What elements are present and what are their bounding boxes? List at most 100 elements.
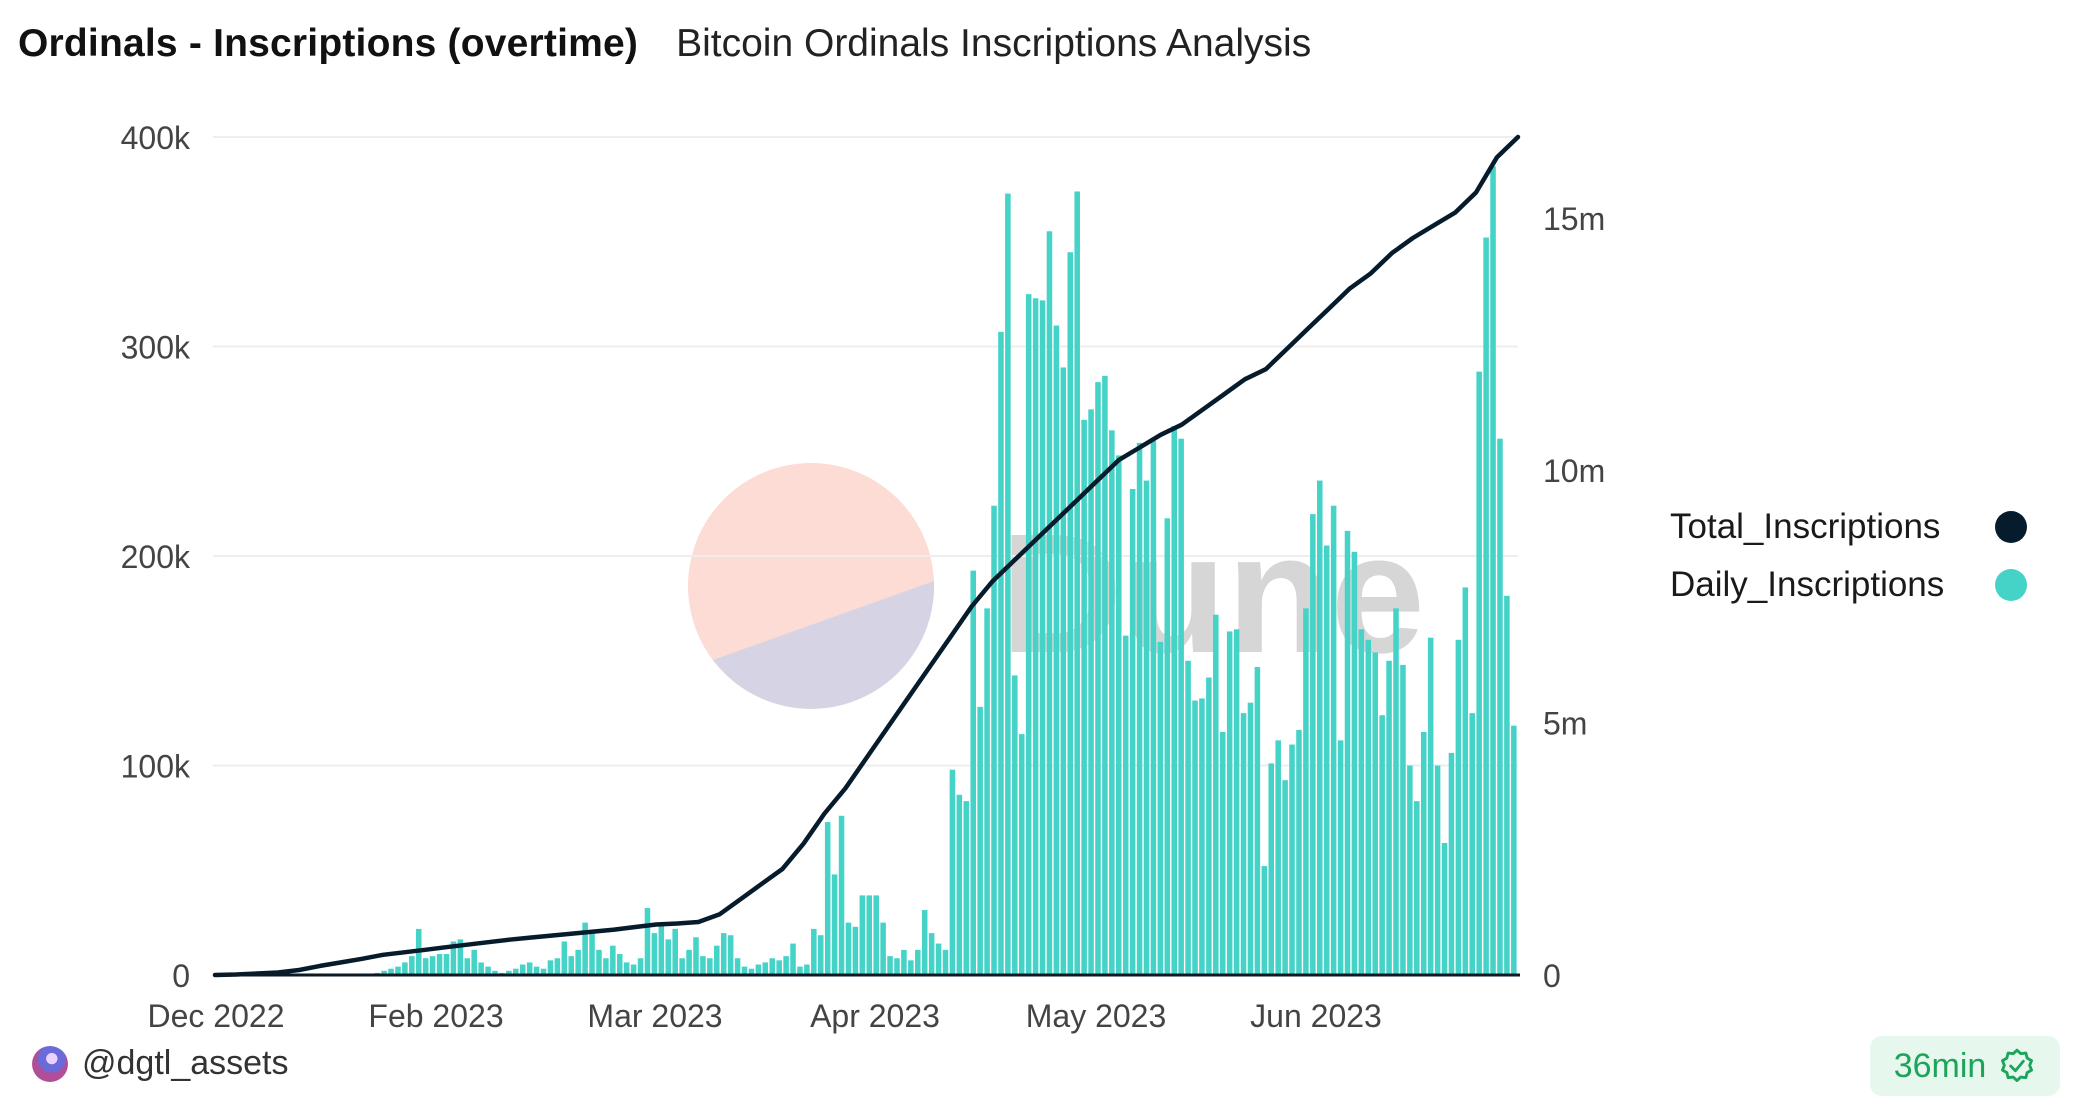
- daily-bar: [1317, 480, 1323, 975]
- x-tick-label: Feb 2023: [368, 998, 503, 1034]
- daily-bar: [1185, 660, 1191, 975]
- daily-bar: [1351, 551, 1358, 975]
- freshness-badge[interactable]: 36min: [1870, 1036, 2060, 1096]
- dune-logo-lower-slice: [713, 581, 935, 709]
- chart-header: Ordinals - Inscriptions (overtime) Bitco…: [18, 22, 1311, 78]
- daily-bar: [381, 970, 387, 975]
- daily-bar: [1226, 631, 1233, 975]
- daily-bar: [1199, 698, 1205, 975]
- daily-bar: [1005, 193, 1011, 975]
- daily-bar: [1122, 635, 1129, 975]
- daily-bar: [1074, 191, 1080, 976]
- daily-bar: [1067, 252, 1074, 976]
- daily-bar: [942, 949, 949, 975]
- y-left-tick-label: 300k: [121, 330, 191, 366]
- daily-bar: [1462, 587, 1469, 975]
- legend-item-daily[interactable]: Daily_Inscriptions: [1670, 556, 2027, 614]
- chart-subtitle: Bitcoin Ordinals Inscriptions Analysis: [676, 22, 1312, 65]
- daily-bar: [783, 956, 789, 975]
- chart-title[interactable]: Ordinals - Inscriptions (overtime): [18, 22, 639, 65]
- daily-bar: [533, 966, 540, 975]
- daily-bar: [582, 922, 588, 976]
- daily-bar: [949, 769, 956, 975]
- daily-bar: [1116, 455, 1122, 975]
- daily-bar: [1358, 629, 1365, 975]
- daily-bar: [471, 949, 477, 975]
- daily-bar: [963, 801, 970, 975]
- y-left-tick-label: 200k: [121, 539, 191, 575]
- total-line: [212, 134, 1521, 978]
- daily-bar: [928, 933, 935, 975]
- daily-bar: [727, 935, 734, 975]
- daily-bar: [1490, 166, 1496, 975]
- daily-bar: [1136, 442, 1143, 975]
- daily-bar: [1240, 713, 1247, 976]
- daily-bar: [970, 570, 976, 975]
- daily-bar: [519, 964, 526, 975]
- daily-bar: [422, 958, 429, 975]
- daily-bar: [1178, 438, 1184, 975]
- daily-bar: [1233, 629, 1240, 975]
- daily-bar: [734, 958, 741, 975]
- daily-bar: [1323, 545, 1330, 975]
- daily-bar: [1344, 530, 1351, 975]
- daily-bar: [1129, 488, 1136, 975]
- daily-bar: [506, 970, 512, 975]
- daily-bar: [1434, 765, 1441, 975]
- daily-bar: [526, 962, 533, 975]
- daily-bar: [478, 962, 484, 975]
- daily-bar: [1497, 438, 1503, 975]
- daily-bar: [1171, 426, 1177, 975]
- daily-bar: [630, 964, 637, 975]
- total-inscriptions-line: [212, 134, 1521, 978]
- y-right-tick-label: 0: [1543, 958, 1561, 994]
- daily-bar: [443, 954, 450, 975]
- daily-bar: [908, 960, 914, 975]
- daily-bar: [429, 956, 436, 975]
- x-tick-label: May 2023: [1026, 998, 1167, 1034]
- x-tick-label: Dec 2022: [148, 998, 285, 1034]
- daily-bar: [1081, 419, 1087, 976]
- daily-bar: [956, 794, 963, 975]
- daily-bar: [1219, 731, 1226, 975]
- daily-bar: [866, 895, 873, 975]
- daily-bar: [665, 939, 672, 975]
- daily-bar: [589, 931, 595, 975]
- daily-bar: [1476, 371, 1482, 975]
- legend-item-total[interactable]: Total_Inscriptions: [1670, 498, 2027, 556]
- daily-bar: [1330, 505, 1337, 975]
- daily-bar: [991, 505, 997, 975]
- daily-bar: [1143, 480, 1150, 975]
- daily-bar: [457, 939, 464, 975]
- avatar: [32, 1045, 68, 1082]
- daily-bar: [1046, 231, 1053, 975]
- y-left-tick-label: 400k: [121, 120, 191, 156]
- daily-bar: [1268, 763, 1275, 975]
- daily-bar: [1192, 700, 1198, 975]
- y-right-axis: 0 5m 10m 15m: [1543, 201, 1605, 994]
- daily-bar: [1372, 652, 1378, 975]
- daily-bar: [596, 949, 602, 975]
- daily-bar: [894, 958, 900, 975]
- daily-bar: [748, 968, 755, 975]
- daily-bar: [741, 966, 748, 975]
- daily-bar: [1303, 608, 1309, 976]
- daily-bar: [1469, 713, 1476, 976]
- daily-bar: [1053, 325, 1060, 975]
- daily-bar: [1012, 675, 1018, 975]
- daily-bar: [1289, 744, 1295, 975]
- daily-bar: [915, 949, 921, 975]
- daily-bar: [1247, 702, 1254, 975]
- daily-bar: [464, 958, 471, 975]
- daily-bar: [1393, 608, 1399, 976]
- daily-bar: [616, 954, 623, 975]
- daily-bar: [1420, 731, 1427, 975]
- daily-bar: [1441, 843, 1448, 975]
- daily-bar: [1164, 518, 1171, 975]
- daily-bars: [353, 166, 1517, 976]
- legend-label-total: Total_Inscriptions: [1670, 507, 1941, 546]
- daily-bar: [610, 945, 616, 975]
- daily-bar: [554, 958, 561, 975]
- daily-bar: [1206, 677, 1212, 975]
- author-link[interactable]: @dgtl_assets: [32, 1044, 289, 1083]
